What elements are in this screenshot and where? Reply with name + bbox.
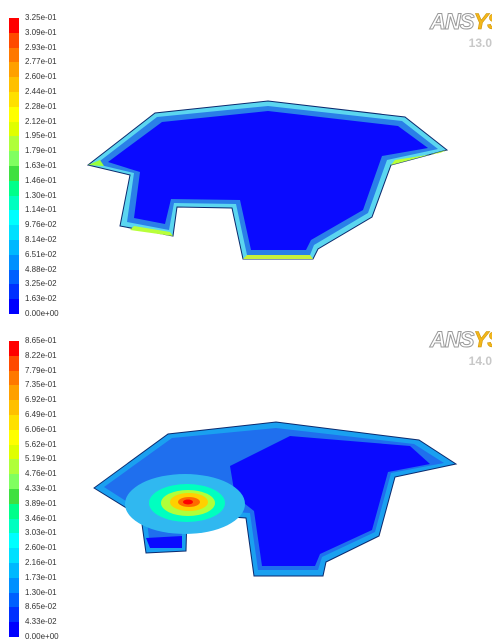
legend-label: 6.92e-01 (25, 395, 57, 405)
legend-label: 3.09e-01 (25, 27, 57, 37)
legend-label: 3.89e-01 (25, 498, 57, 508)
legend-label: 7.79e-01 (25, 365, 57, 375)
legend-swatch (9, 106, 19, 123)
legend-swatch (9, 195, 19, 211)
legend-label: 8.22e-01 (25, 350, 57, 360)
legend-label: 1.14e-01 (25, 205, 57, 215)
legend-swatch (9, 18, 19, 34)
legend-swatch (9, 622, 19, 638)
contour-plot-2: 8.65e-01 8.22e-01 7.79e-01 7.35e-01 6.92e-01… (0, 327, 492, 641)
legend-swatch (9, 225, 19, 241)
legend-swatch (9, 518, 19, 534)
legend-label: 3.46e-01 (25, 513, 57, 523)
legend-label: 2.44e-01 (25, 87, 57, 96)
legend-swatch (9, 32, 19, 49)
legend-swatch (9, 136, 19, 152)
legend-label: 6.06e-01 (25, 424, 57, 434)
legend-label: 5.19e-01 (25, 454, 57, 464)
legend-swatch (9, 269, 19, 285)
logo-version: 13.0 (468, 36, 492, 50)
legend-swatch (9, 444, 19, 460)
legend-label: 1.30e-01 (25, 587, 57, 597)
legend-swatch (9, 563, 19, 579)
legend-label: 9.76e-02 (25, 220, 57, 230)
legend-swatch (9, 385, 19, 401)
legend-swatch (9, 77, 19, 93)
legend-label: 1.46e-01 (25, 175, 57, 185)
legend-swatch (9, 577, 19, 594)
legend-label: 2.60e-01 (25, 72, 57, 82)
legend-label: 6.49e-01 (25, 410, 57, 419)
legend-swatch (9, 400, 19, 416)
legend-swatch (9, 429, 19, 446)
logo-brand: ANSYS (429, 327, 492, 352)
legend-label: 2.12e-01 (25, 116, 57, 126)
legend-swatch (9, 284, 19, 300)
legend-label: 2.77e-01 (25, 57, 57, 67)
legend-label: 4.88e-02 (25, 264, 57, 274)
legend-swatch (9, 62, 19, 78)
legend-swatch (9, 459, 19, 475)
legend-label: 3.03e-01 (25, 528, 57, 538)
legend-label: 8.65e-01 (25, 336, 57, 345)
legend-label: 1.30e-01 (25, 190, 57, 200)
ansys-logo-2: ANSYS 14.0 (429, 327, 492, 370)
legend-label: 7.35e-01 (25, 380, 57, 390)
legend-label: 4.76e-01 (25, 469, 57, 479)
legend-swatch (9, 489, 19, 505)
legend-label: 3.25e-02 (25, 279, 57, 289)
legend-swatch (9, 607, 19, 623)
legend-label: 8.14e-02 (25, 235, 57, 244)
legend-swatch (9, 180, 19, 197)
legend-swatch (9, 548, 19, 564)
legend-label: 2.60e-01 (25, 543, 57, 553)
legend-swatch (9, 210, 19, 226)
legend-label: 8.65e-02 (25, 602, 57, 612)
legend-label: 4.33e-01 (25, 484, 57, 493)
legend-label: 3.25e-01 (25, 13, 57, 22)
legend-swatch (9, 533, 19, 549)
legend-label: 1.79e-01 (25, 146, 57, 156)
legend-label: 1.73e-01 (25, 572, 57, 582)
legend-swatch (9, 592, 19, 608)
contour-field-1 (86, 100, 449, 260)
ansys-logo-1: ANSYS 13.0 (429, 9, 492, 52)
legend-swatch (9, 474, 19, 490)
legend-label: 2.28e-01 (25, 101, 57, 111)
legend-swatch (9, 47, 19, 63)
legend-swatch (9, 355, 19, 372)
legend-label: 1.63e-01 (25, 161, 57, 170)
legend-swatch (9, 503, 19, 520)
legend-swatch (9, 240, 19, 256)
legend-swatch (9, 151, 19, 167)
legend-label: 0.00e+00 (25, 309, 59, 318)
logo-brand: ANSYS (429, 9, 492, 34)
legend-label: 1.63e-02 (25, 294, 57, 304)
legend-swatch (9, 370, 19, 386)
logo-version: 14.0 (468, 354, 492, 368)
legend-swatch (9, 92, 19, 108)
legend-swatch (9, 121, 19, 137)
legend-swatch (9, 166, 19, 182)
legend-swatch (9, 299, 19, 315)
legend-label: 2.93e-01 (25, 42, 57, 52)
legend-label: 0.00e+00 (25, 632, 59, 641)
legend-label: 2.16e-01 (25, 558, 57, 567)
legend-label: 4.33e-02 (25, 617, 57, 627)
legend-label: 1.95e-01 (25, 131, 57, 141)
contour-field-2 (93, 421, 458, 577)
legend-label: 6.51e-02 (25, 249, 57, 259)
legend-swatch (9, 254, 19, 271)
legend-swatch (9, 341, 19, 357)
legend-swatch (9, 415, 19, 431)
contour-plot-1: 3.25e-01 3.09e-01 2.93e-01 2.77e-01 2.60e-01… (9, 9, 492, 318)
legend-label: 5.62e-01 (25, 439, 57, 449)
